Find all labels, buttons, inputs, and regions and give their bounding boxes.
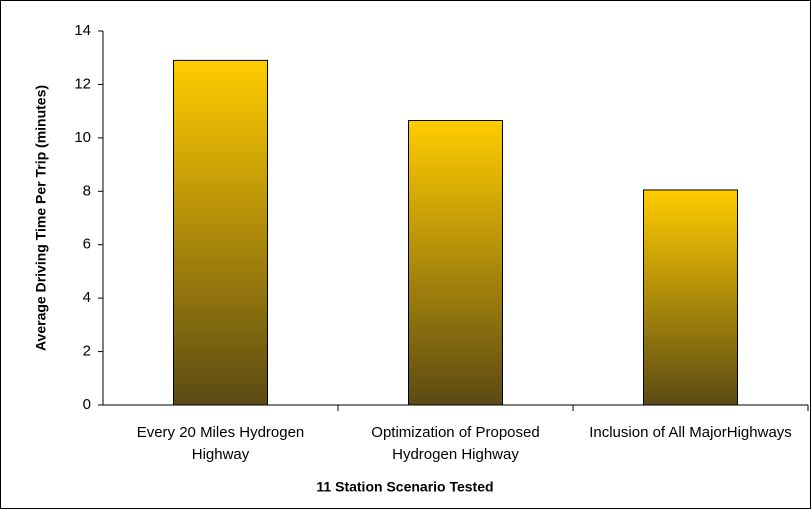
bar xyxy=(408,119,503,406)
y-tick-label: 6 xyxy=(83,236,91,253)
y-axis-title: Average Driving Time Per Trip (minutes) xyxy=(33,85,49,351)
y-tick-label: 0 xyxy=(83,396,91,413)
y-tick-label: 2 xyxy=(83,343,91,360)
bar xyxy=(173,59,268,406)
x-tick-label: Inclusion of All MajorHighways xyxy=(589,424,792,441)
y-tick-label: 12 xyxy=(74,75,91,92)
y-tick-label: 8 xyxy=(83,182,91,199)
y-tick-label: 14 xyxy=(74,22,91,39)
y-tick-label: 4 xyxy=(83,289,91,306)
x-tick-label: Optimization of Proposed Hydrogen Highwa… xyxy=(371,424,540,463)
bar xyxy=(643,189,738,406)
y-tick-label: 10 xyxy=(74,129,91,146)
x-tick-label: Every 20 Miles Hydrogen Highway xyxy=(136,424,305,463)
x-axis-title: 11 Station Scenario Tested xyxy=(316,479,493,495)
